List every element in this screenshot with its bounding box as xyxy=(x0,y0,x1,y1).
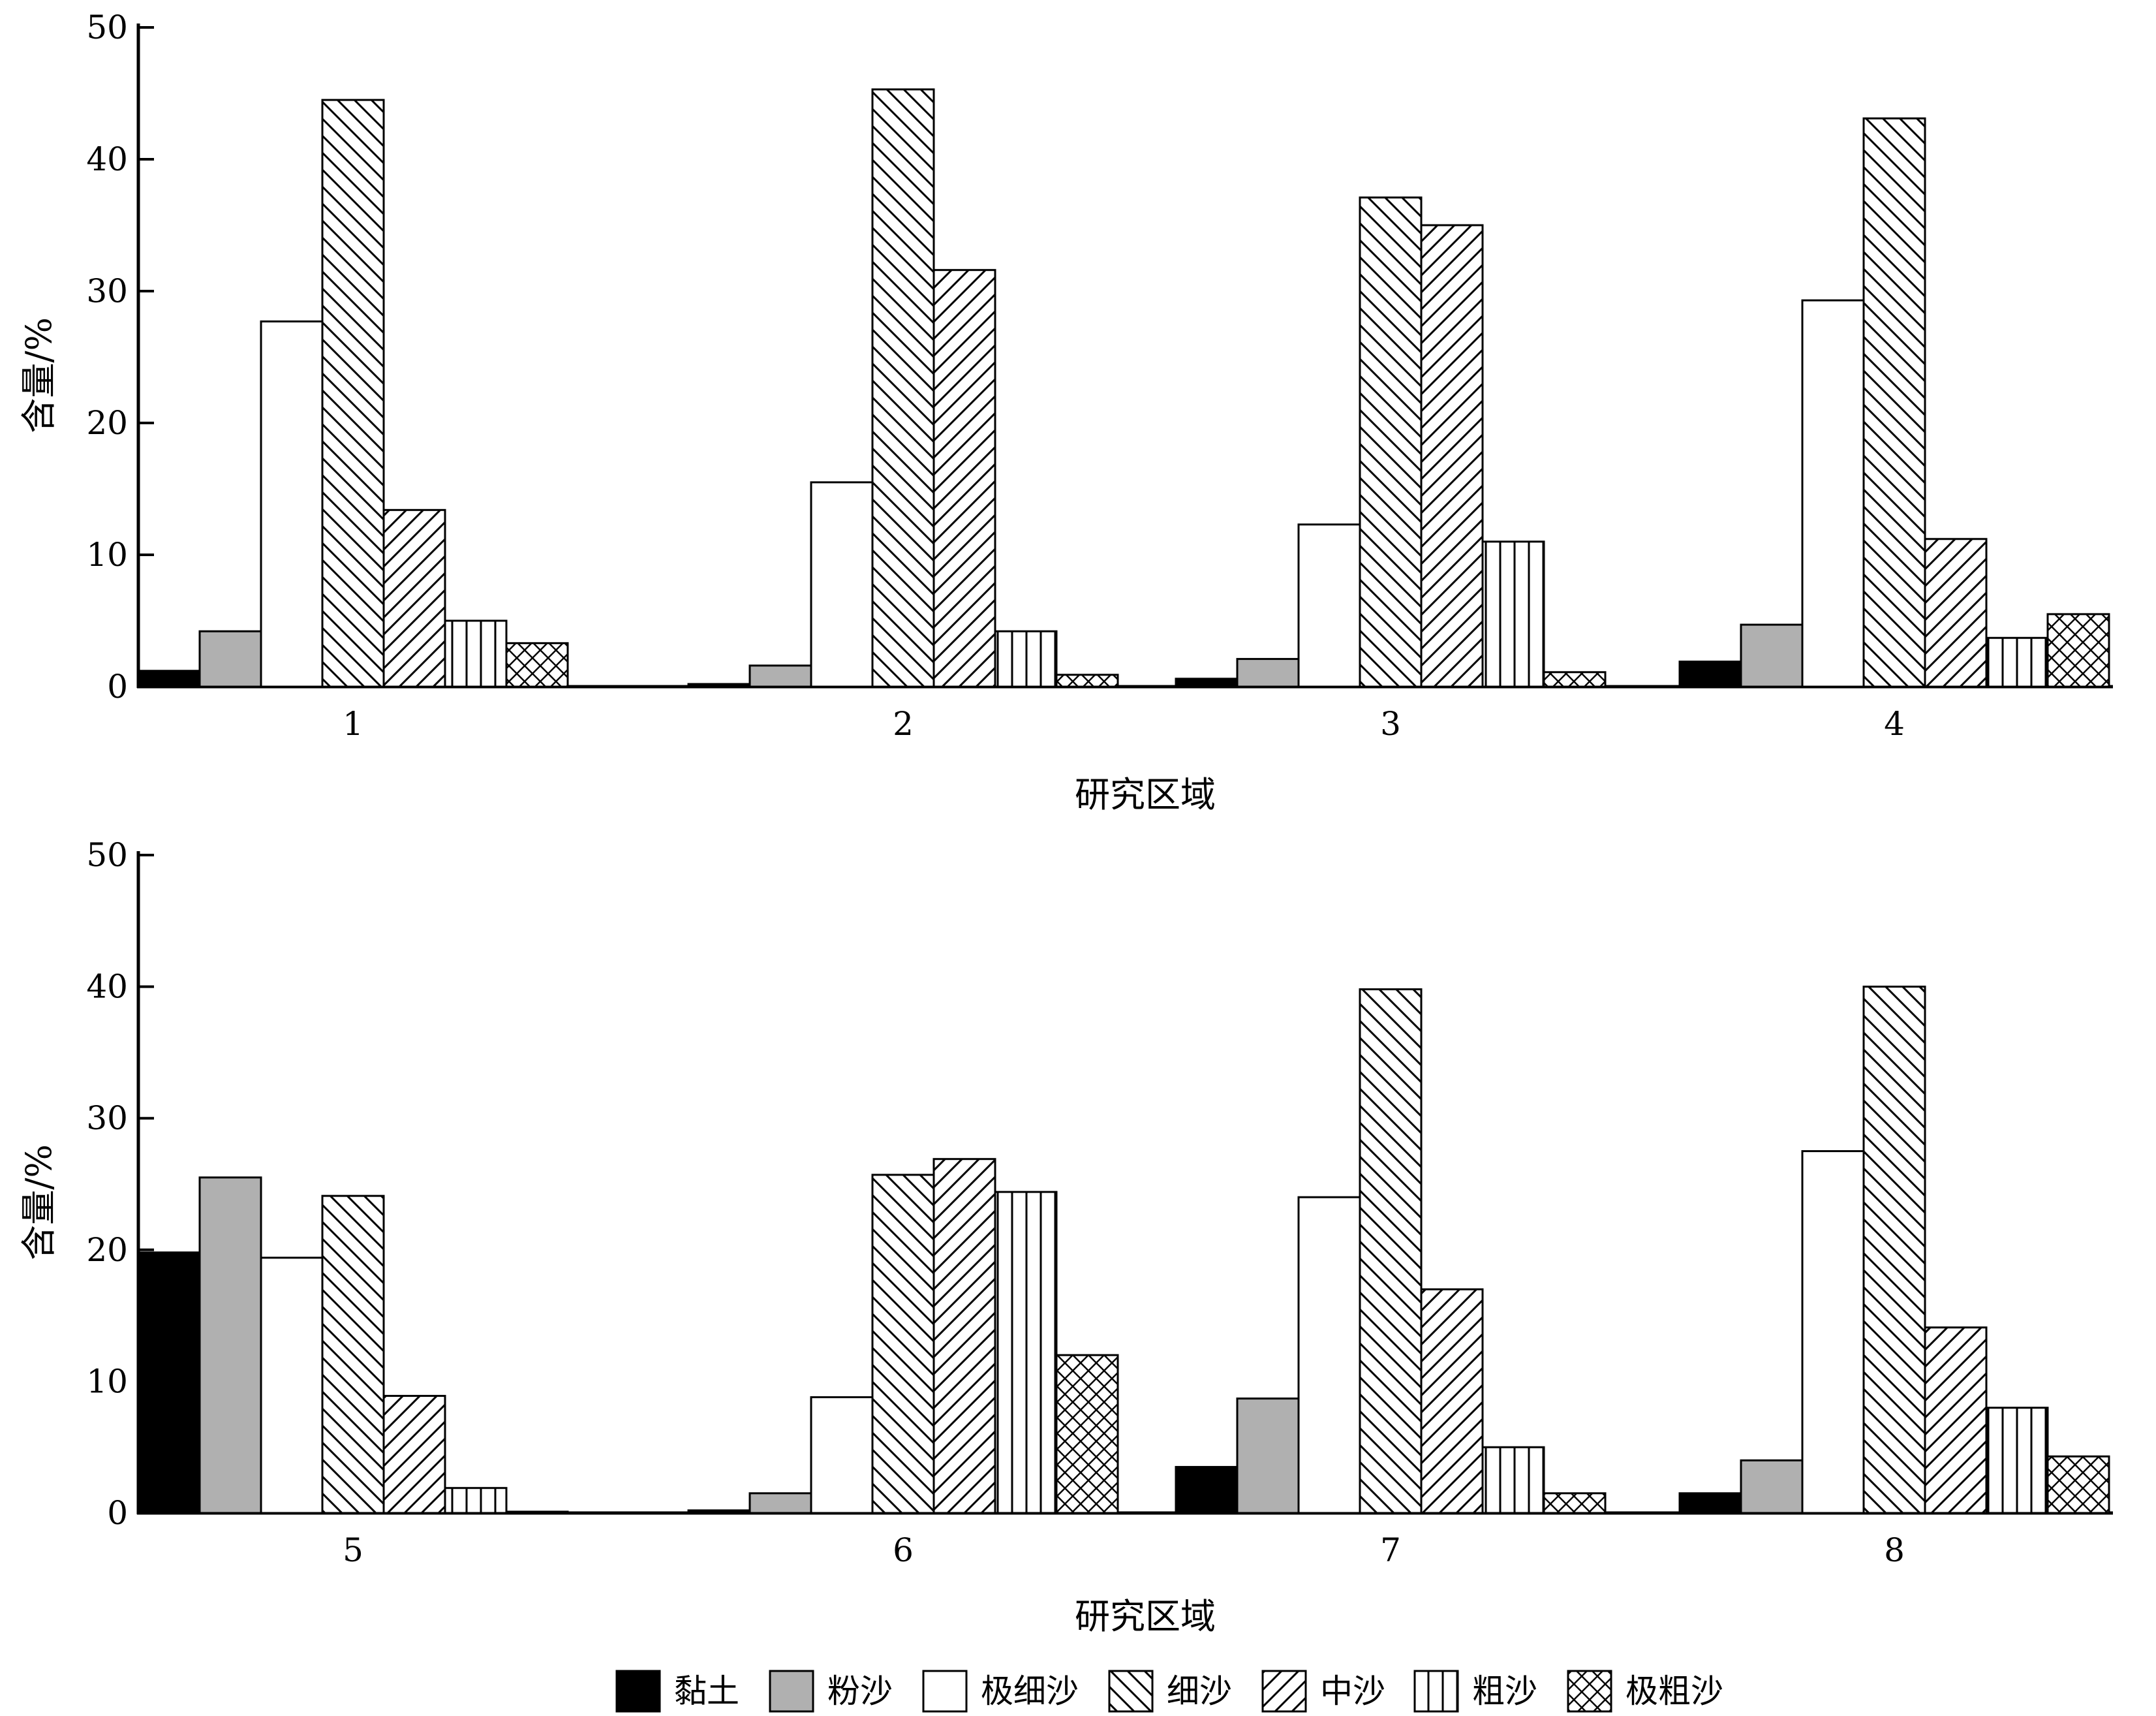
x-tick-label: 5 xyxy=(343,1531,363,1569)
legend-swatch xyxy=(1108,1670,1154,1713)
legend-label: 极粗沙 xyxy=(1625,1672,1723,1710)
bar-粉沙-6 xyxy=(748,1492,812,1514)
bar-极细沙-6 xyxy=(810,1396,874,1514)
bar-粉沙-7 xyxy=(1236,1397,1300,1514)
bar-中沙-3 xyxy=(1420,224,1484,688)
bar-细沙-6 xyxy=(871,1174,935,1514)
bar-黏土-7 xyxy=(1175,1465,1239,1514)
legend-swatch xyxy=(1567,1670,1612,1713)
y-tick-label: 40 xyxy=(86,140,128,178)
bar-粗沙-6 xyxy=(994,1191,1058,1514)
bar-极粗沙-7 xyxy=(1543,1492,1607,1514)
bar-极粗沙-6 xyxy=(1055,1354,1119,1514)
bar-黏土-8 xyxy=(1678,1492,1742,1514)
y-tick-label: 20 xyxy=(86,404,128,442)
legend-swatch xyxy=(922,1670,968,1713)
legend-swatch xyxy=(769,1670,814,1713)
bar-黏土-4 xyxy=(1678,661,1742,688)
bar-粉沙-1 xyxy=(198,630,262,688)
x-tick-label: 1 xyxy=(343,705,363,743)
y-axis-title: 含量/% xyxy=(18,317,59,433)
bar-黏土-6 xyxy=(687,1509,751,1514)
x-tick-label: 7 xyxy=(1380,1531,1401,1569)
legend-swatch xyxy=(1413,1670,1459,1713)
bar-粉沙-8 xyxy=(1740,1459,1804,1514)
legend-label: 极细沙 xyxy=(981,1672,1079,1710)
chart-panel-bottom: 含量/% 研究区域 0 10 20 30 40 50 5 6 7 8 xyxy=(18,836,2113,1637)
bar-细沙-7 xyxy=(1359,988,1423,1514)
legend: 黏土 粉沙 极细沙 细沙 中沙 粗沙 极粗沙 xyxy=(615,1670,1723,1713)
y-tick-label: 30 xyxy=(86,272,128,310)
legend-label: 粗沙 xyxy=(1472,1672,1537,1710)
bar-中沙-5 xyxy=(382,1395,446,1514)
bar-极细沙-4 xyxy=(1801,299,1865,688)
legend-label: 粉沙 xyxy=(827,1672,893,1710)
bar-细沙-8 xyxy=(1862,986,1926,1514)
x-axis-title: 研究区域 xyxy=(1075,1596,1216,1637)
bar-粗沙-3 xyxy=(1481,540,1545,688)
y-tick-label: 40 xyxy=(86,968,128,1006)
bar-中沙-7 xyxy=(1420,1288,1484,1514)
bar-极粗沙-5 xyxy=(505,1510,569,1514)
bar-极细沙-5 xyxy=(260,1256,324,1514)
x-axis-title: 研究区域 xyxy=(1075,774,1216,815)
y-tick-label: 20 xyxy=(86,1231,128,1269)
bar-细沙-5 xyxy=(321,1194,385,1514)
bar-黏土-5 xyxy=(137,1251,201,1514)
legend-label: 中沙 xyxy=(1320,1672,1385,1710)
bar-极细沙-2 xyxy=(810,481,874,688)
bar-极粗沙-3 xyxy=(1543,671,1607,688)
x-tick-label: 4 xyxy=(1884,705,1905,743)
bar-中沙-4 xyxy=(1924,538,1988,688)
bar-极细沙-7 xyxy=(1297,1196,1361,1514)
bar-黏土-3 xyxy=(1175,678,1239,688)
legend-swatch xyxy=(615,1670,661,1713)
bar-粉沙-4 xyxy=(1740,623,1804,688)
bar-粉沙-5 xyxy=(198,1176,262,1514)
bar-极粗沙-2 xyxy=(1055,674,1119,688)
x-tick-label: 2 xyxy=(893,705,914,743)
y-tick-label: 10 xyxy=(86,1362,128,1400)
x-tick-label: 3 xyxy=(1380,705,1401,743)
bar-粗沙-1 xyxy=(444,619,508,688)
bar-黏土-1 xyxy=(137,670,201,688)
legend-swatch xyxy=(1261,1670,1307,1713)
bar-极粗沙-8 xyxy=(2046,1455,2110,1514)
bar-粉沙-2 xyxy=(748,664,812,688)
chart-panel-top: 含量/% 研究区域 0 10 20 30 40 50 1 2 3 4 xyxy=(18,8,2113,815)
y-tick-label: 50 xyxy=(86,8,128,46)
bar-粗沙-8 xyxy=(1985,1407,2049,1514)
y-tick-label: 0 xyxy=(107,668,128,706)
bar-粗沙-7 xyxy=(1481,1446,1545,1514)
bar-中沙-6 xyxy=(932,1158,996,1514)
y-tick-label: 0 xyxy=(107,1494,128,1532)
bar-中沙-1 xyxy=(382,508,446,688)
bar-粗沙-2 xyxy=(994,630,1058,688)
bar-极细沙-1 xyxy=(260,320,324,688)
legend-label: 细沙 xyxy=(1167,1672,1232,1710)
y-tick-label: 30 xyxy=(86,1099,128,1137)
bar-中沙-2 xyxy=(932,269,996,688)
bar-极细沙-8 xyxy=(1801,1150,1865,1514)
x-tick-label: 8 xyxy=(1884,1531,1905,1569)
y-tick-label: 50 xyxy=(86,836,128,874)
legend-label: 黏土 xyxy=(674,1672,739,1710)
y-axis-title: 含量/% xyxy=(18,1144,59,1260)
y-tick-label: 10 xyxy=(86,536,128,574)
bar-黏土-2 xyxy=(687,683,751,688)
bar-极粗沙-4 xyxy=(2046,613,2110,688)
bar-细沙-3 xyxy=(1359,196,1423,688)
bar-极粗沙-1 xyxy=(505,642,569,688)
bar-粗沙-5 xyxy=(444,1487,508,1514)
bar-细沙-1 xyxy=(321,99,385,688)
bar-极细沙-3 xyxy=(1297,523,1361,688)
x-tick-label: 6 xyxy=(893,1531,914,1569)
bar-细沙-4 xyxy=(1862,117,1926,688)
bar-中沙-8 xyxy=(1924,1326,1988,1514)
bar-粉沙-3 xyxy=(1236,658,1300,688)
bar-细沙-2 xyxy=(871,88,935,688)
bar-粗沙-4 xyxy=(1985,636,2049,688)
